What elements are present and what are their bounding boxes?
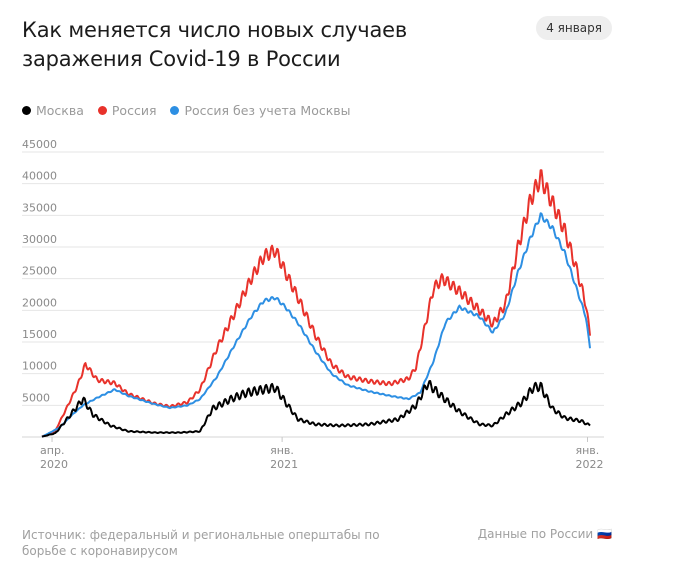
legend: Москва Россия Россия без учета Москвы <box>22 103 351 118</box>
grid <box>22 151 604 438</box>
series <box>41 169 591 438</box>
y-ticks: 5000 10000 15000 20000 25000 30000 35000 40000 4… <box>22 140 57 404</box>
series-line-russia <box>41 169 591 438</box>
x-tick-label: 2020 <box>40 458 68 471</box>
legend-dot-moscow <box>22 106 31 115</box>
x-tick-label: 2021 <box>270 458 298 471</box>
chart-title: Как меняется число новых случаев заражен… <box>22 18 408 71</box>
y-tick-label: 40000 <box>22 170 57 183</box>
line-chart: 5000 10000 15000 20000 25000 30000 35000 40000 4… <box>22 140 604 471</box>
x-tick-label: апр. <box>40 444 64 457</box>
y-tick-label: 35000 <box>22 201 57 214</box>
legend-item-russia-ex-moscow[interactable]: Россия без учета Москвы <box>170 103 351 118</box>
series-line-moscow <box>41 380 591 438</box>
legend-label-russia: Россия <box>111 103 157 118</box>
y-tick-label: 15000 <box>22 328 57 341</box>
x-tick-label: 2022 <box>575 458 603 471</box>
legend-item-moscow[interactable]: Москва <box>22 103 84 118</box>
legend-label-moscow: Москва <box>36 103 84 118</box>
data-link[interactable]: Данные по России 🇷🇺 <box>477 527 612 541</box>
y-tick-label: 10000 <box>22 360 57 373</box>
date-badge: 4 января <box>536 16 612 40</box>
legend-dot-russia-ex-moscow <box>170 106 180 115</box>
series-line-russia-ex-moscow <box>41 212 591 438</box>
y-tick-label: 45000 <box>22 140 57 151</box>
y-tick-label: 5000 <box>22 391 50 404</box>
y-tick-label: 25000 <box>22 265 57 278</box>
y-tick-label: 20000 <box>22 296 57 309</box>
source-note: Источник: федеральный и региональные опе… <box>22 528 380 558</box>
x-tick-label: янв. <box>270 444 294 457</box>
legend-label-russia-ex-moscow: Россия без учета Москвы <box>184 103 351 118</box>
x-tick-label: янв. <box>575 444 599 457</box>
legend-item-russia[interactable]: Россия <box>97 103 157 118</box>
legend-dot-russia <box>97 106 107 115</box>
y-tick-label: 30000 <box>22 233 57 246</box>
